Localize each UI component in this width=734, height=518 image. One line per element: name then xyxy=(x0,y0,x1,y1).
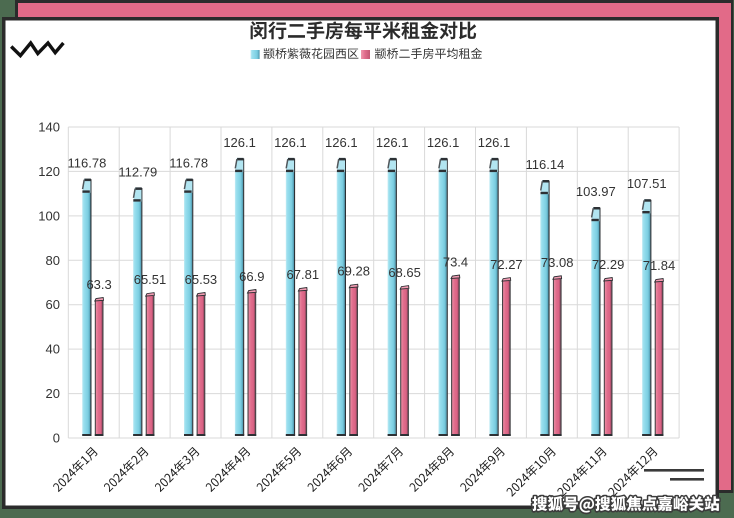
svg-text:116.78: 116.78 xyxy=(169,156,208,171)
svg-text:73.08: 73.08 xyxy=(541,255,574,270)
svg-text:126.1: 126.1 xyxy=(223,135,256,150)
svg-text:112.79: 112.79 xyxy=(118,164,157,179)
svg-text:126.1: 126.1 xyxy=(427,135,460,150)
svg-text:65.51: 65.51 xyxy=(134,272,167,287)
svg-text:73.4: 73.4 xyxy=(443,254,468,269)
svg-text:40: 40 xyxy=(46,342,60,357)
svg-text:0: 0 xyxy=(53,431,60,446)
svg-text:67.81: 67.81 xyxy=(287,267,320,282)
svg-text:72.27: 72.27 xyxy=(490,257,523,272)
svg-text:126.1: 126.1 xyxy=(274,135,307,150)
svg-text:20: 20 xyxy=(46,386,60,401)
svg-text:72.29: 72.29 xyxy=(592,257,625,272)
svg-text:103.97: 103.97 xyxy=(576,184,616,199)
svg-text:63.3: 63.3 xyxy=(86,277,111,292)
svg-text:126.1: 126.1 xyxy=(325,135,358,150)
svg-text:65.53: 65.53 xyxy=(185,272,218,287)
svg-text:68.65: 68.65 xyxy=(388,265,421,280)
svg-text:116.78: 116.78 xyxy=(68,156,107,171)
svg-text:107.51: 107.51 xyxy=(627,176,667,191)
svg-text:69.28: 69.28 xyxy=(337,264,370,279)
svg-text:126.1: 126.1 xyxy=(478,135,511,150)
svg-text:100: 100 xyxy=(38,208,60,223)
svg-text:140: 140 xyxy=(38,120,60,135)
svg-text:66.9: 66.9 xyxy=(239,269,264,284)
svg-text:116.14: 116.14 xyxy=(526,157,565,172)
svg-text:71.84: 71.84 xyxy=(643,258,676,273)
svg-text:126.1: 126.1 xyxy=(376,135,409,150)
svg-text:120: 120 xyxy=(38,164,60,179)
svg-text:80: 80 xyxy=(46,253,60,268)
svg-text:60: 60 xyxy=(46,297,60,312)
